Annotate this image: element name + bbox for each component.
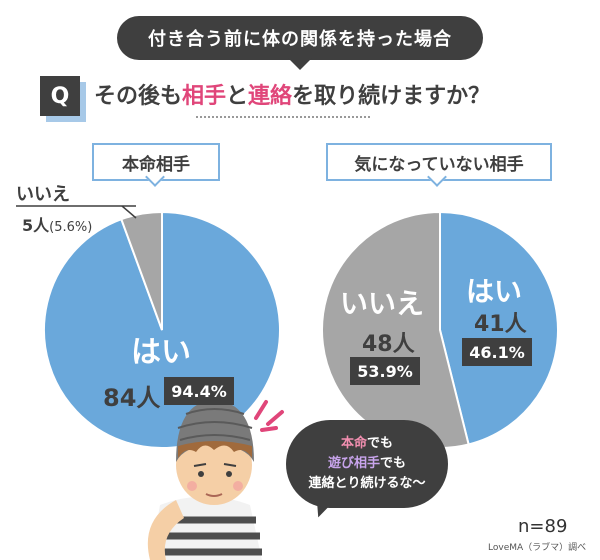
right-yes-count: 41人 xyxy=(474,312,527,337)
right-yes-label: はい xyxy=(466,275,523,308)
label-kininatteinai-text: 気になっていない相手 xyxy=(354,154,524,175)
question-underline xyxy=(196,116,370,118)
character-illustration xyxy=(147,400,284,560)
q-badge: Q xyxy=(40,76,80,116)
bubble-line-2-hl: 遊び相手 xyxy=(327,456,380,471)
question-part-0: その後も xyxy=(94,84,183,109)
bubble-line-1-rest: でも xyxy=(367,436,394,451)
right-no-count: 48人 xyxy=(362,332,415,357)
question-title: その後も相手と連絡を取り続けますか？ xyxy=(94,78,490,110)
q-mark: Q xyxy=(50,83,70,109)
left-no-percent: (5.6%) xyxy=(49,220,93,235)
right-yes-percent: 46.1% xyxy=(462,338,532,366)
speech-bubble: 本命でも 遊び相手でも 連絡とり続けるな～ xyxy=(286,420,448,508)
bubble-line-1-hl: 本命 xyxy=(340,436,367,451)
leader-line-diag xyxy=(121,205,137,219)
left-yes-label: はい xyxy=(131,335,191,370)
source-credit: LoveMA（ラブマ）調べ xyxy=(488,543,587,553)
banner-tail xyxy=(288,58,312,70)
left-no-label: いいえ xyxy=(16,184,70,205)
pie-slice-no xyxy=(120,210,163,331)
question-part-3: 連絡 xyxy=(248,84,293,109)
pie-chart-kininatteinai xyxy=(321,210,559,449)
bubble-line-3: 連絡とり続けるな～ xyxy=(308,476,426,491)
right-no-label: いいえ xyxy=(340,287,425,320)
bubble-line-2: 遊び相手でも xyxy=(286,454,448,474)
left-no-count: 5人(5.6%) xyxy=(22,212,92,236)
right-no-percent: 53.9% xyxy=(350,357,420,385)
left-yes-count: 84人 xyxy=(103,384,161,412)
question-part-2: と xyxy=(226,84,249,109)
label-kininatteinai: 気になっていない相手 xyxy=(326,143,552,181)
label-honmei-text: 本命相手 xyxy=(122,154,190,175)
bubble-line-1: 本命でも xyxy=(286,434,448,454)
survey-banner: 付き合う前に体の関係を持った場合 xyxy=(117,16,483,60)
left-yes-percent-text: 94.4% xyxy=(171,381,227,401)
banner-text: 付き合う前に体の関係を持った場合 xyxy=(148,29,452,50)
right-yes-percent-text: 46.1% xyxy=(469,342,525,362)
right-no-percent-text: 53.9% xyxy=(357,361,413,381)
question-part-1: 相手 xyxy=(182,84,227,109)
pie-slice-yes xyxy=(439,210,559,446)
sample-size: n=89 xyxy=(518,516,568,537)
label-honmei: 本命相手 xyxy=(92,143,220,181)
bubble-line-2-rest: でも xyxy=(380,456,407,471)
left-yes-percent: 94.4% xyxy=(164,377,234,405)
left-no-count-text: 5人 xyxy=(22,216,50,235)
question-part-4: を取り続けますか？ xyxy=(292,84,491,109)
